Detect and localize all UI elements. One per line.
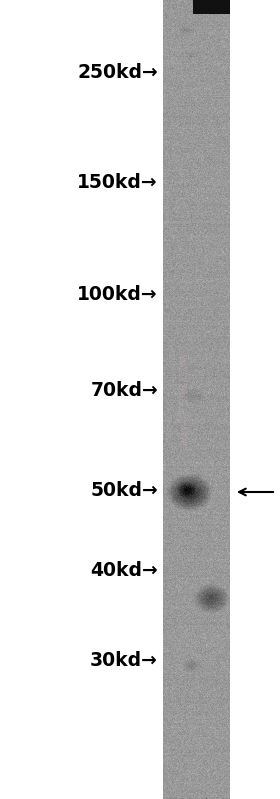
Text: 100kd→: 100kd→: [77, 284, 158, 304]
Text: 40kd→: 40kd→: [90, 561, 158, 579]
Text: 50kd→: 50kd→: [90, 480, 158, 499]
Text: 150kd→: 150kd→: [77, 173, 158, 193]
Text: 70kd→: 70kd→: [90, 380, 158, 400]
Bar: [193, 0, 230, 14]
Text: www.PTGAB.COM: www.PTGAB.COM: [179, 354, 190, 445]
Text: 250kd→: 250kd→: [77, 62, 158, 81]
Text: 30kd→: 30kd→: [90, 650, 158, 670]
